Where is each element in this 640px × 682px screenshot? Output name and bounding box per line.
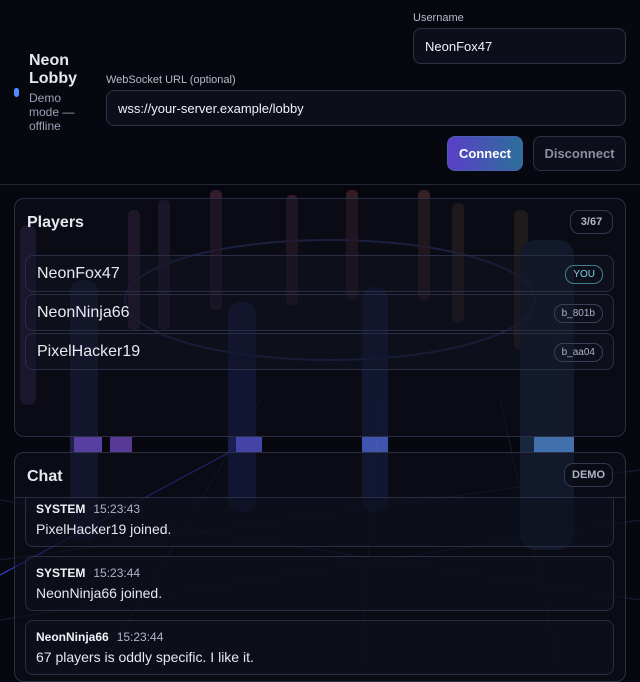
player-name: NeonFox47: [37, 264, 120, 282]
players-title: Players: [27, 214, 84, 231]
chat-badge: DEMO: [564, 463, 613, 487]
username-label: Username: [413, 12, 464, 24]
status-text: Demo mode — offline: [29, 91, 75, 133]
url-input[interactable]: wss://your-server.example/lobby: [106, 90, 626, 126]
message-author: SYSTEM: [36, 502, 86, 516]
player-badge: YOU: [565, 265, 603, 284]
disconnect-button[interactable]: Disconnect: [533, 136, 626, 171]
players-count: 3/67: [570, 210, 613, 234]
status-dot: [14, 88, 19, 97]
app-title: Neon Lobby: [29, 52, 77, 87]
chat-message: SYSTEM 15:23:43 PixelHacker19 joined.: [25, 498, 614, 547]
message-text: 67 players is oddly specific. I like it.: [36, 649, 254, 665]
url-label: WebSocket URL (optional): [106, 74, 236, 86]
player-row[interactable]: PixelHacker19 b_aa04: [25, 333, 614, 370]
header-divider: [0, 184, 640, 185]
player-badge: b_aa04: [553, 343, 603, 362]
player-name: PixelHacker19: [37, 342, 141, 360]
message-time: 15:23:44: [93, 566, 141, 580]
chat-panel: Chat DEMO SYSTEM 15:23:43 PixelHacker19 jo…: [14, 452, 626, 682]
message-author: SYSTEM: [36, 566, 86, 580]
message-time: 15:23:44: [116, 630, 164, 644]
chat-message: SYSTEM 15:23:44 NeonNinja66 joined.: [25, 556, 614, 611]
player-badge: b_801b: [553, 304, 603, 323]
player-row[interactable]: NeonNinja66 b_801b: [25, 294, 614, 331]
message-author: NeonNinja66: [36, 630, 109, 644]
chat-message: NeonNinja66 15:23:44 67 players is oddly s…: [25, 620, 614, 675]
message-text: NeonNinja66 joined.: [36, 585, 163, 601]
connect-button[interactable]: Connect: [447, 136, 523, 171]
username-input[interactable]: NeonFox47: [413, 28, 626, 64]
players-panel: Players 3/67 NeonFox47 YOU NeonNinja66 b_8…: [14, 198, 626, 437]
chat-title: Chat: [27, 468, 63, 485]
message-time: 15:23:43: [93, 502, 141, 516]
chat-log: SYSTEM 15:23:43 PixelHacker19 joined. SYST…: [15, 497, 625, 677]
player-name: NeonNinja66: [37, 303, 130, 321]
message-text: PixelHacker19 joined.: [36, 521, 172, 537]
player-row[interactable]: NeonFox47 YOU: [25, 255, 614, 292]
